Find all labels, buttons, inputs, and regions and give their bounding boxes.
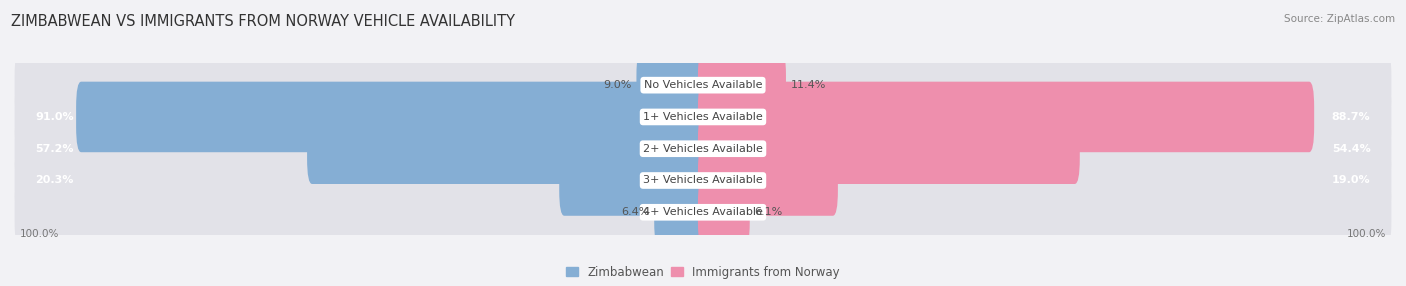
Text: 2+ Vehicles Available: 2+ Vehicles Available <box>643 144 763 154</box>
Text: No Vehicles Available: No Vehicles Available <box>644 80 762 90</box>
FancyBboxPatch shape <box>14 177 1392 248</box>
Text: 88.7%: 88.7% <box>1331 112 1371 122</box>
FancyBboxPatch shape <box>697 82 1315 152</box>
FancyBboxPatch shape <box>14 50 1392 120</box>
Text: 91.0%: 91.0% <box>35 112 75 122</box>
FancyBboxPatch shape <box>76 82 709 152</box>
Text: 11.4%: 11.4% <box>790 80 825 90</box>
Text: 9.0%: 9.0% <box>603 80 633 90</box>
FancyBboxPatch shape <box>697 114 1080 184</box>
FancyBboxPatch shape <box>697 50 786 120</box>
Text: 100.0%: 100.0% <box>1347 229 1386 239</box>
FancyBboxPatch shape <box>14 114 1392 184</box>
Text: 6.1%: 6.1% <box>754 207 782 217</box>
Text: 6.4%: 6.4% <box>621 207 650 217</box>
FancyBboxPatch shape <box>654 177 709 248</box>
Text: 4+ Vehicles Available: 4+ Vehicles Available <box>643 207 763 217</box>
Text: 19.0%: 19.0% <box>1331 176 1371 186</box>
Text: 20.3%: 20.3% <box>35 176 75 186</box>
FancyBboxPatch shape <box>697 145 838 216</box>
Text: 57.2%: 57.2% <box>35 144 75 154</box>
Legend: Zimbabwean, Immigrants from Norway: Zimbabwean, Immigrants from Norway <box>561 261 845 283</box>
FancyBboxPatch shape <box>637 50 709 120</box>
Text: 54.4%: 54.4% <box>1331 144 1371 154</box>
Text: 3+ Vehicles Available: 3+ Vehicles Available <box>643 176 763 186</box>
Text: Source: ZipAtlas.com: Source: ZipAtlas.com <box>1284 14 1395 24</box>
FancyBboxPatch shape <box>307 114 709 184</box>
Text: 1+ Vehicles Available: 1+ Vehicles Available <box>643 112 763 122</box>
Text: 100.0%: 100.0% <box>20 229 59 239</box>
FancyBboxPatch shape <box>560 145 709 216</box>
FancyBboxPatch shape <box>14 145 1392 216</box>
FancyBboxPatch shape <box>14 82 1392 152</box>
Text: ZIMBABWEAN VS IMMIGRANTS FROM NORWAY VEHICLE AVAILABILITY: ZIMBABWEAN VS IMMIGRANTS FROM NORWAY VEH… <box>11 14 515 29</box>
FancyBboxPatch shape <box>697 177 749 248</box>
